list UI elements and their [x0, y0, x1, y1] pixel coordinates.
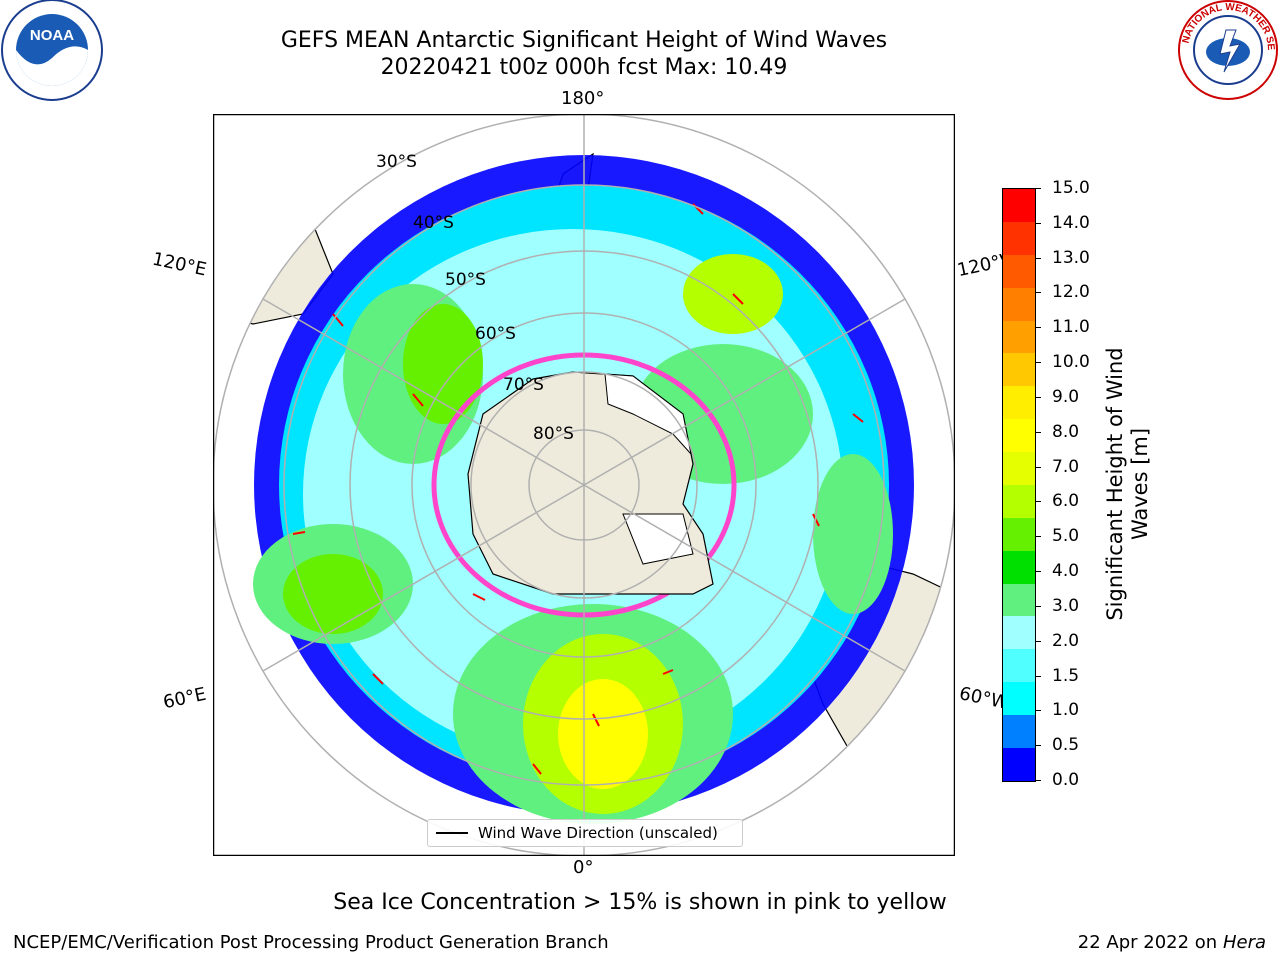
colorbar-segment — [1003, 452, 1035, 485]
colorbar-label: Significant Height of Wind Waves [m] — [1103, 347, 1152, 621]
colorbar-segment — [1003, 353, 1035, 387]
colorbar-tickmark — [1035, 745, 1041, 747]
colorbar-tick-label: 9.0 — [1052, 386, 1080, 407]
colorbar-tickmark — [1035, 257, 1041, 259]
colorbar-tickmark — [1035, 675, 1041, 677]
colorbar-tickmark — [1035, 327, 1041, 329]
colorbar-segment — [1003, 221, 1035, 255]
colorbar-tick-label: 7.0 — [1052, 456, 1080, 477]
colorbar-tick-label: 3.0 — [1052, 595, 1080, 616]
colorbar-tick-label: 11.0 — [1052, 317, 1090, 338]
colorbar-tick-label: 15.0 — [1052, 178, 1090, 198]
polar-map — [212, 113, 956, 857]
svg-text:NOAA: NOAA — [30, 27, 74, 44]
colorbar-tickmark — [1035, 501, 1041, 503]
colorbar-tickmark — [1035, 571, 1041, 573]
map-legend: Wind Wave Direction (unscaled) — [427, 819, 743, 847]
colorbar-tickmark — [1035, 188, 1041, 189]
noaa-logo-icon: NOAA — [0, 0, 104, 104]
colorbar-tickmark — [1035, 605, 1041, 607]
colorbar-tickmark — [1035, 222, 1041, 224]
colorbar-tick-label: 4.0 — [1052, 561, 1080, 582]
ice-shelf-ross — [604, 373, 692, 456]
lat-label-60s: 60°S — [475, 324, 516, 344]
lon-label-0: 0° — [573, 857, 594, 878]
map-border — [212, 113, 956, 857]
colorbar-tickmark — [1035, 362, 1041, 364]
colorbar-segment — [1003, 484, 1035, 518]
lon-label-120e: 120°E — [150, 248, 209, 281]
wind-wave-arrows — [292, 203, 864, 775]
legend-line-icon — [436, 832, 468, 834]
nws-logo-icon: NATIONAL WEATHER SERVICE — [1172, 0, 1280, 104]
lat-label-80s: 80°S — [533, 424, 574, 444]
colorbar — [1002, 188, 1036, 782]
colorbar-segment — [1003, 419, 1035, 452]
colorbar-tick-label: 1.5 — [1052, 665, 1080, 686]
colorbar-tick-label: 2.0 — [1052, 630, 1080, 651]
colorbar-segment — [1003, 320, 1035, 354]
colorbar-tickmark — [1035, 780, 1041, 781]
colorbar-segment — [1003, 386, 1035, 420]
colorbar-segment — [1003, 682, 1035, 715]
colorbar-tickmark — [1035, 466, 1041, 468]
colorbar-segment — [1003, 747, 1035, 781]
colorbar-tickmark — [1035, 710, 1041, 712]
colorbar-tick-label: 0.0 — [1052, 770, 1080, 790]
colorbar-tick-label: 13.0 — [1052, 247, 1090, 268]
colorbar-tickmark — [1035, 396, 1041, 398]
colorbar-segment — [1003, 715, 1035, 748]
sea-ice-note: Sea Ice Concentration > 15% is shown in … — [333, 890, 947, 915]
colorbar-segment — [1003, 550, 1035, 584]
colorbar-tick-label: 8.0 — [1052, 421, 1080, 442]
legend-label: Wind Wave Direction (unscaled) — [478, 824, 718, 842]
lat-label-70s: 70°S — [503, 375, 544, 395]
colorbar-segment — [1003, 517, 1035, 551]
colorbar-tick-label: 6.0 — [1052, 491, 1080, 512]
lat-label-50s: 50°S — [445, 270, 486, 290]
colorbar-segment — [1003, 287, 1035, 321]
lon-label-60e: 60°E — [161, 683, 208, 714]
credit-text: NCEP/EMC/Verification Post Processing Pr… — [13, 932, 609, 953]
map-title: GEFS MEAN Antarctic Significant Height o… — [280, 28, 888, 53]
map-canvas — [212, 113, 956, 857]
colorbar-tick-label: 14.0 — [1052, 212, 1090, 233]
colorbar-tickmark — [1035, 431, 1041, 433]
colorbar-segment — [1003, 616, 1035, 650]
colorbar-segment — [1003, 254, 1035, 288]
colorbar-tickmark — [1035, 292, 1041, 294]
colorbar-tickmark — [1035, 536, 1041, 538]
colorbar-tickmark — [1035, 640, 1041, 642]
lon-label-180: 180° — [561, 88, 605, 109]
lat-label-30s: 30°S — [376, 152, 417, 172]
colorbar-tick-label: 0.5 — [1052, 735, 1080, 756]
map-subtitle: 20220421 t00z 000h fcst Max: 10.49 — [380, 55, 788, 80]
colorbar-tick-label: 12.0 — [1052, 282, 1090, 303]
colorbar-tick-label: 10.0 — [1052, 352, 1090, 373]
colorbar-segment — [1003, 649, 1035, 683]
colorbar-tick-label: 5.0 — [1052, 526, 1080, 547]
colorbar-tick-label: 1.0 — [1052, 700, 1080, 721]
colorbar-segment — [1003, 583, 1035, 617]
colorbar-segment — [1003, 189, 1035, 222]
lat-label-40s: 40°S — [413, 213, 454, 233]
date-text: 22 Apr 2022 on Hera — [1077, 932, 1266, 953]
